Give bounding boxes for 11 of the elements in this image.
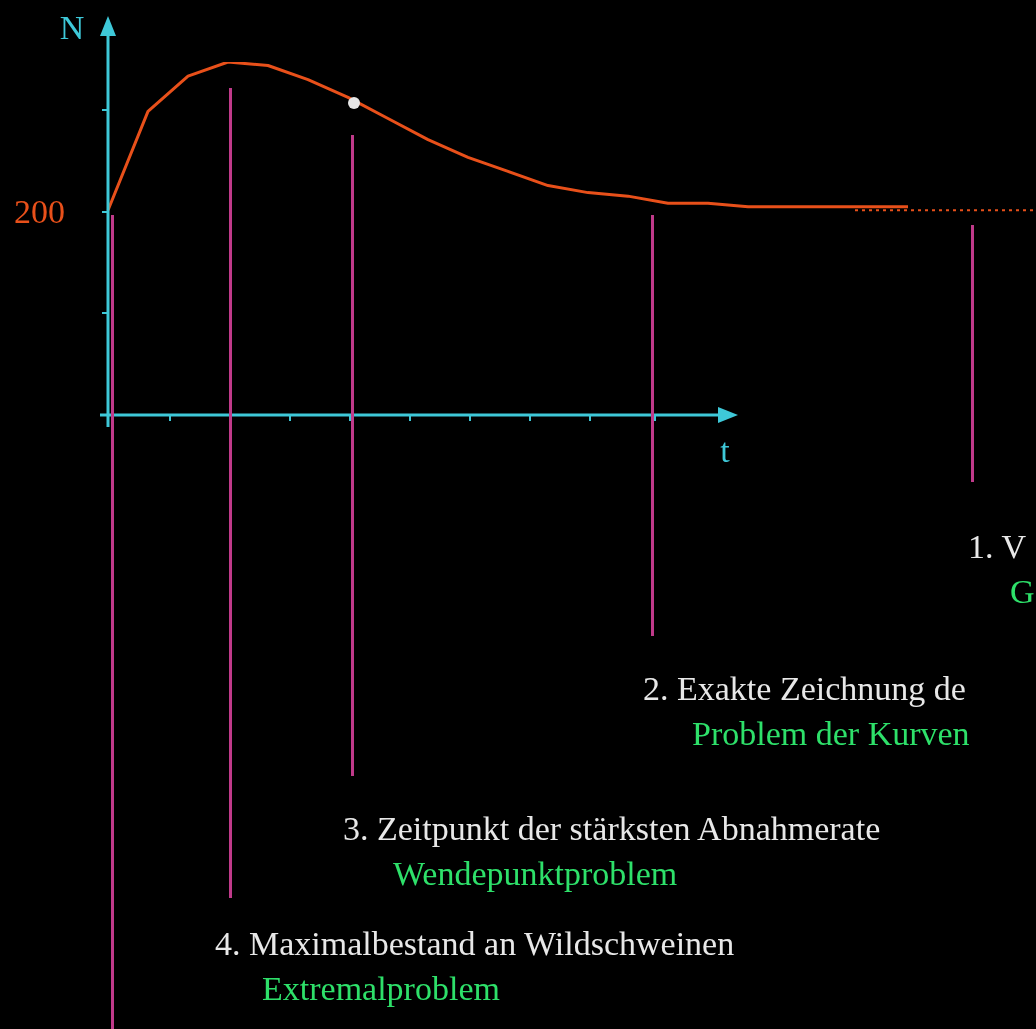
text: 200 <box>14 193 65 230</box>
x-axis-title: t <box>720 431 731 469</box>
text: Wendepunktproblem <box>393 855 678 892</box>
text: 1. V <box>968 528 1026 565</box>
text: 3. Zeitpunkt der stärksten Abnahmerate <box>343 810 881 847</box>
text: Extremalproblem <box>262 970 500 1007</box>
text: 2. Exakte Zeichnung de <box>643 670 966 707</box>
text: G <box>1010 573 1035 610</box>
text: Problem der Kurven <box>692 715 970 752</box>
y-axis-title: N <box>59 8 85 46</box>
text: 4. Maximalbestand an Wildschweinen <box>215 925 735 962</box>
